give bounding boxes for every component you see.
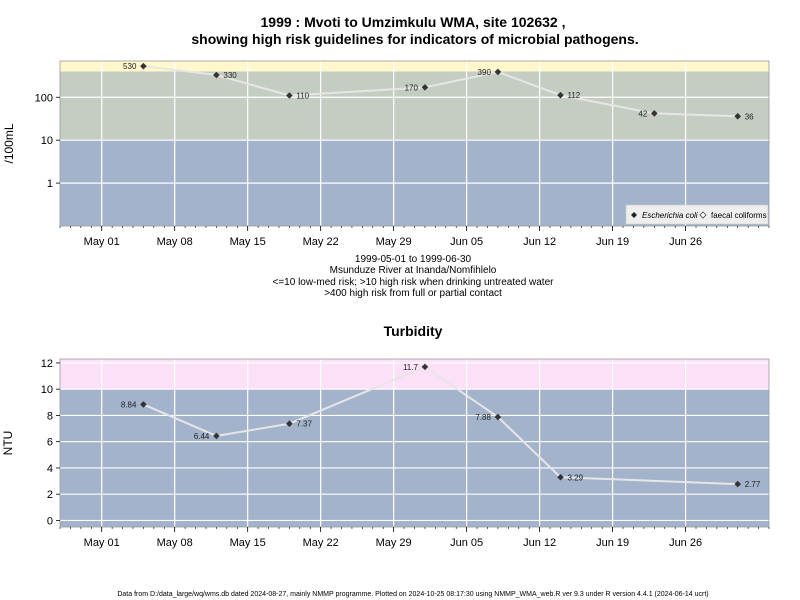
chart2-band-1 — [60, 359, 769, 390]
chart1-xtick-label-8: Jun 26 — [669, 236, 702, 248]
chart1-data-point-2 — [286, 92, 293, 99]
chart2-ytick-label-3: 6 — [47, 437, 53, 449]
chart2-data-label-4: 7.88 — [475, 413, 491, 422]
chart2-ytick-label-5: 10 — [41, 384, 53, 396]
chart1-xtick-label-6: Jun 12 — [523, 236, 556, 248]
chart2-data-label-0: 8.84 — [121, 400, 137, 409]
chart1-series-line-0 — [143, 65, 738, 118]
chart2-title: Turbidity — [384, 323, 443, 339]
chart1-xtick-label-1: May 08 — [157, 236, 193, 248]
chart1-data-label-4: 390 — [478, 68, 492, 77]
chart2-ytick-label-4: 8 — [47, 410, 53, 422]
chart2-band-0 — [60, 389, 769, 527]
chart2-xtick-label-4: May 29 — [376, 537, 412, 549]
chart2-xtick-label-5: Jun 05 — [450, 537, 483, 549]
chart1-y-axis-title: /100mL — [2, 123, 16, 163]
chart2-xtick-label-0: May 01 — [84, 537, 120, 549]
chart1-data-label-5: 112 — [567, 91, 580, 100]
chart1-band-2 — [60, 61, 769, 72]
legend-faecal-label: faecal coliforms — [711, 211, 767, 220]
chart1-ytick-label-0: 1 — [47, 178, 53, 190]
chart2-xtick-label-2: May 15 — [230, 537, 266, 549]
chart1-caption-contact-guideline: >400 high risk from full or partial cont… — [324, 288, 502, 299]
chart2-ytick-label-6: 12 — [41, 358, 53, 370]
chart1-data-point-4 — [494, 68, 502, 76]
chart2-data-point-4 — [494, 413, 502, 421]
chart2-ytick-label-0: 0 — [47, 515, 53, 527]
chart1-data-label-1: 330 — [223, 71, 237, 80]
chart1-data-label-0: 530 — [123, 62, 137, 71]
chart2-xtick-label-3: May 22 — [303, 537, 339, 549]
chart1-caption-date-range: 1999-05-01 to 1999-06-30 — [355, 254, 472, 265]
chart1-data-label-7: 36 — [745, 112, 754, 121]
chart2-data-point-1 — [213, 432, 220, 440]
chart1-xtick-label-2: May 15 — [230, 236, 266, 248]
chart1-ytick-label-1: 10 — [41, 135, 53, 147]
chart2-data-label-3: 11.7 — [403, 363, 419, 372]
legend-ecoli-marker — [631, 212, 637, 218]
chart1-title-line2: showing high risk guidelines for indicat… — [191, 31, 638, 47]
legend-ecoli-label: Escherichia coli — [642, 211, 698, 220]
chart1-caption-drinking-guideline: <=10 low-med risk; >10 high risk when dr… — [273, 277, 555, 288]
chart2-xtick-label-8: Jun 26 — [669, 537, 702, 549]
chart2-data-label-5: 3.29 — [567, 473, 583, 482]
chart1-data-point-3 — [421, 84, 429, 91]
chart1-data-label-6: 42 — [638, 109, 647, 118]
chart2-data-point-6 — [734, 480, 742, 488]
chart1-caption-site: Msunduze River at Inanda/Nomfihlelo — [330, 265, 497, 276]
legend-box — [625, 204, 769, 225]
chart1-data-point-5 — [557, 91, 564, 99]
chart1-data-label-3: 170 — [405, 83, 419, 92]
chart2-data-point-3 — [421, 363, 429, 371]
chart2-data-point-5 — [557, 473, 564, 481]
chart1-data-point-7 — [734, 113, 742, 120]
turbidity-plot: 0 2 4 6 8 10 12 May 01 May 08 May 15 May 22 May 29 J… — [1, 358, 770, 549]
chart1-band-1 — [60, 71, 769, 141]
chart1-data-point-1 — [213, 71, 220, 79]
chart2-y-axis-title: NTU — [1, 431, 15, 456]
chart1-xtick-label-7: Jun 19 — [596, 236, 629, 248]
chart2-data-point-2 — [286, 420, 293, 428]
chart2-xtick-label-1: May 08 — [157, 537, 193, 549]
chart1-data-point-0 — [140, 62, 147, 70]
chart2-xtick-label-7: Jun 19 — [596, 537, 629, 549]
chart1-ytick-label-2: 100 — [35, 92, 53, 104]
chart2-data-point-0 — [140, 401, 147, 408]
chart1-data-point-6 — [651, 110, 658, 117]
chart1-xtick-label-0: May 01 — [84, 236, 120, 248]
chart1-data-label-2: 110 — [296, 91, 309, 100]
footer-note: Data from D:/data_large/wq/wms.db dated … — [117, 591, 708, 598]
chart2-data-label-6: 2.77 — [745, 480, 761, 489]
chart2-ytick-label-1: 2 — [47, 489, 53, 501]
chart1-xtick-label-5: Jun 05 — [450, 236, 483, 248]
chart1-title-line1: 1999 : Mvoti to Umzimkulu WMA, site 1026… — [261, 14, 566, 30]
chart1-xtick-label-4: May 29 — [376, 236, 412, 248]
chart1-xtick-label-3: May 22 — [303, 236, 339, 248]
chart2-ytick-label-2: 4 — [47, 463, 53, 475]
chart2-data-label-2: 7.37 — [296, 420, 312, 429]
legend-faecal-marker — [699, 211, 707, 219]
chart2-xtick-label-6: Jun 12 — [523, 537, 556, 549]
chart2-data-label-1: 6.44 — [194, 432, 210, 441]
